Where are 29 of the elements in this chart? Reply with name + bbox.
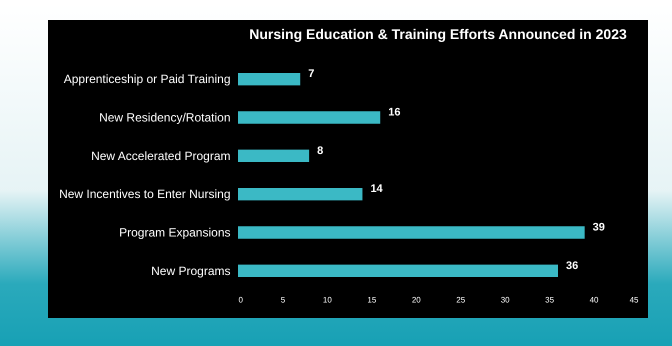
x-tick-label: 0 <box>238 296 244 304</box>
bar <box>238 111 380 124</box>
bar <box>238 150 310 162</box>
data-label: 7 <box>308 68 314 80</box>
data-label: 39 <box>592 222 605 234</box>
y-tick-label: Apprenticeship or Paid Training <box>64 72 230 86</box>
x-tick-label: 30 <box>500 296 510 304</box>
x-tick-label: 45 <box>630 296 640 304</box>
y-tick-label: New Programs <box>151 264 230 278</box>
data-label: 14 <box>370 183 384 196</box>
bar <box>238 188 362 200</box>
y-tick-label: Program Expansions <box>119 226 230 240</box>
data-label: 8 <box>317 144 324 157</box>
x-tick-label: 25 <box>456 296 466 304</box>
data-label: 36 <box>566 260 578 272</box>
y-tick-label: New Residency/Rotation <box>99 110 230 124</box>
bar <box>238 264 558 278</box>
x-tick-label: 5 <box>280 296 286 304</box>
data-label: 16 <box>388 106 400 118</box>
x-tick-label: 15 <box>367 296 377 304</box>
y-tick-label: New Accelerated Program <box>91 148 230 163</box>
chart-title: Nursing Education & Training Efforts Announced in 2023 <box>249 26 627 42</box>
x-tick-label: 40 <box>590 296 600 304</box>
x-tick-label: 10 <box>322 296 332 304</box>
bar <box>238 72 300 86</box>
y-tick-label: New Incentives to Enter Nursing <box>59 187 230 202</box>
x-tick-label: 35 <box>545 296 555 304</box>
bar <box>238 226 585 239</box>
x-tick-label: 20 <box>412 296 422 304</box>
